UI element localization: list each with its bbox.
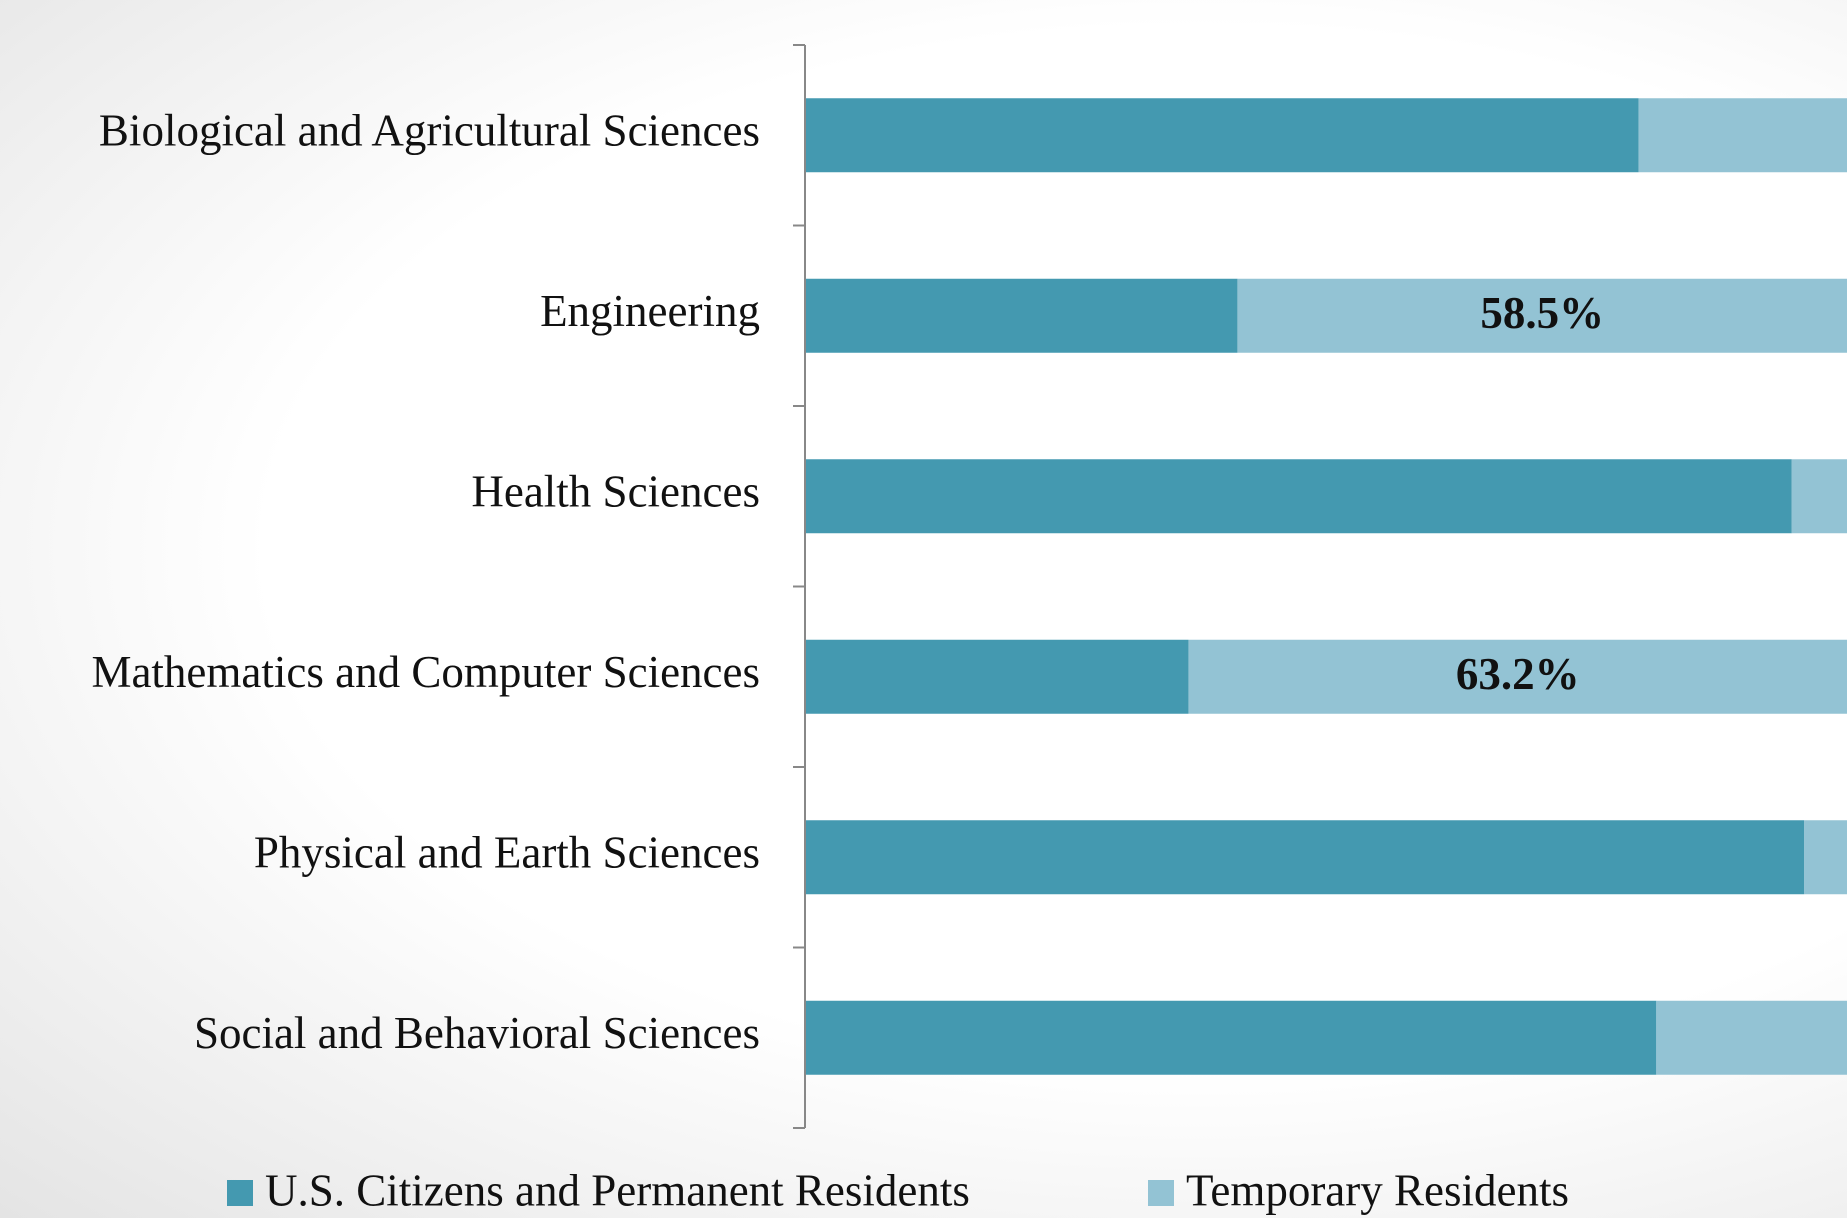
value-label: 63.2% — [1456, 649, 1580, 699]
legend-swatch — [227, 1180, 253, 1206]
y-tick-label: Biological and Agricultural Sciences — [99, 106, 760, 156]
bar-segment — [1804, 820, 1847, 895]
bar-segment — [805, 98, 1639, 173]
bar-segment — [1791, 459, 1847, 534]
legend-swatch — [1148, 1180, 1174, 1206]
bar-segment — [1638, 98, 1847, 173]
bar-segment — [805, 639, 1189, 714]
value-label: 58.5% — [1480, 288, 1604, 338]
legend-label: Temporary Residents — [1186, 1165, 1569, 1215]
legend-label: U.S. Citizens and Permanent Residents — [265, 1165, 970, 1215]
bar-segment — [805, 278, 1238, 353]
bar-segment — [1656, 1000, 1847, 1075]
y-tick-label: Health Sciences — [471, 467, 760, 517]
y-tick-label: Engineering — [540, 286, 760, 336]
bar-segment — [1188, 639, 1847, 714]
bar-segment — [1237, 278, 1847, 353]
y-tick-label: Physical and Earth Sciences — [254, 828, 760, 878]
bar-segment — [805, 1000, 1657, 1075]
y-tick-label: Social and Behavioral Sciences — [194, 1008, 760, 1058]
bar-segment — [805, 459, 1792, 534]
bar-segment — [805, 820, 1805, 895]
y-tick-label: Mathematics and Computer Sciences — [91, 647, 760, 697]
